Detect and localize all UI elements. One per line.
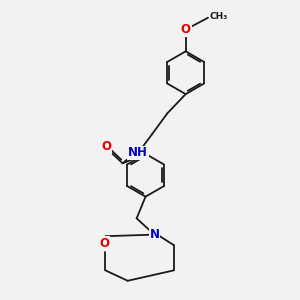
Text: O: O: [101, 140, 111, 153]
Text: O: O: [99, 236, 109, 250]
Text: N: N: [149, 228, 160, 241]
Text: O: O: [181, 23, 191, 36]
Text: NH: NH: [128, 146, 148, 160]
Text: CH₃: CH₃: [209, 12, 227, 21]
